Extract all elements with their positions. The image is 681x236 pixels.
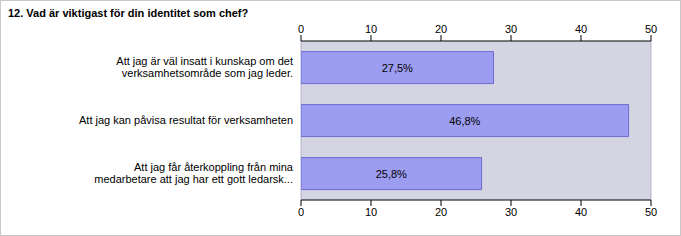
svg-text:Att jag kan påvisa resultat fö: Att jag kan påvisa resultat för verksamh… (79, 114, 293, 126)
svg-text:0: 0 (298, 23, 304, 35)
svg-text:Att jag är väl insatt i kunska: Att jag är väl insatt i kunskap om detve… (116, 55, 293, 79)
svg-text:20: 20 (435, 206, 447, 218)
svg-text:30: 30 (505, 206, 517, 218)
svg-text:50: 50 (645, 23, 657, 35)
svg-text:50: 50 (645, 206, 657, 218)
svg-text:40: 40 (575, 23, 587, 35)
svg-text:Att jag får återkoppling från: Att jag får återkoppling från minamedarb… (94, 161, 294, 185)
svg-text:30: 30 (505, 23, 517, 35)
svg-text:10: 10 (365, 206, 377, 218)
svg-text:25,8%: 25,8% (376, 168, 407, 180)
svg-text:40: 40 (575, 206, 587, 218)
svg-text:10: 10 (365, 23, 377, 35)
svg-text:20: 20 (435, 23, 447, 35)
svg-text:46,8%: 46,8% (449, 115, 480, 127)
html-text:12. Vad är viktigast för din i: 12. Vad är viktigast för din identitet s… (8, 7, 249, 19)
svg-text:27,5%: 27,5% (382, 62, 413, 74)
svg-text:0: 0 (298, 206, 304, 218)
